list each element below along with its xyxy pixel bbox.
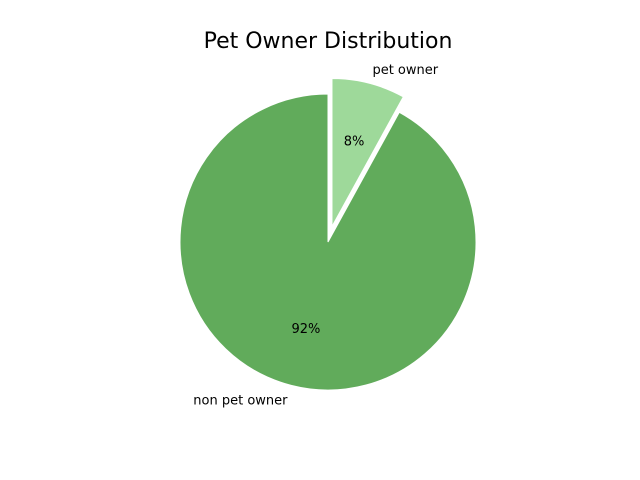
slice-category-label: non pet owner [193,394,288,409]
slice-percent-label: 92% [291,322,320,337]
pie-slice-pet-owner [331,78,404,227]
pie-slice-non-pet-owner [179,93,477,391]
pie-labels: 8% pet owner 92% non pet owner [193,63,438,409]
slice-category-label: pet owner [372,63,438,78]
slice-percent-label: 8% [344,134,365,149]
chart-title: Pet Owner Distribution [204,29,453,54]
pie-slices [179,78,477,391]
